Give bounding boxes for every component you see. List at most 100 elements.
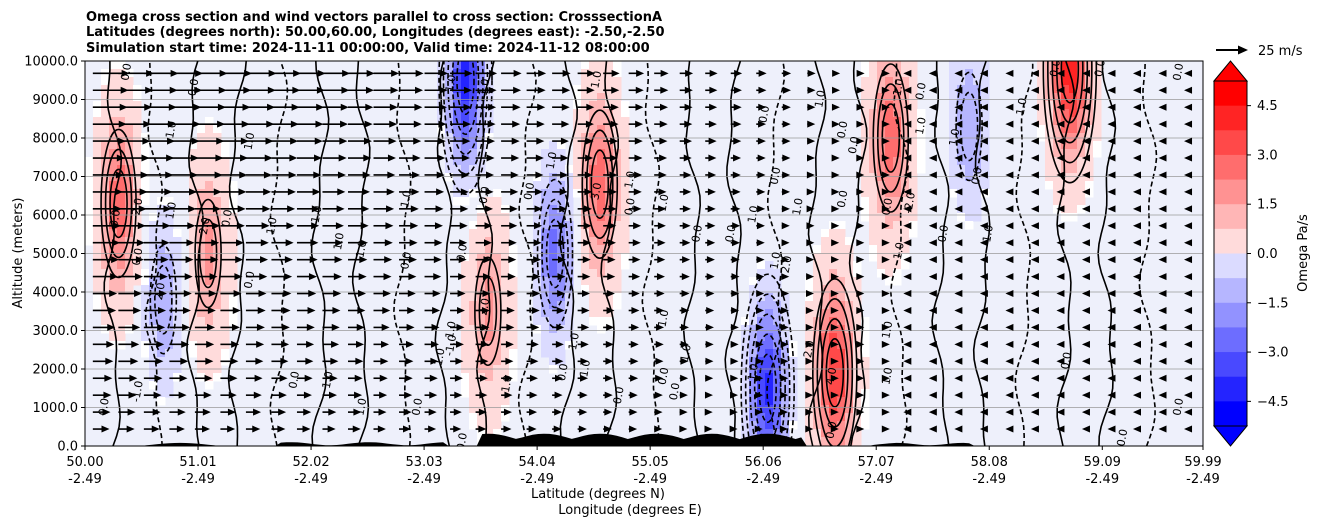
wind-vector-head (537, 86, 546, 94)
omega-cell (501, 261, 510, 270)
omega-cell (861, 165, 870, 174)
wind-vector-head (481, 306, 490, 314)
wind-vector-head (830, 425, 839, 433)
omega-cell (949, 181, 958, 190)
omega-cell (149, 237, 158, 246)
omega-cell (189, 141, 198, 150)
omega-cell (757, 373, 766, 382)
wind-vector-head (1030, 222, 1039, 230)
wind-vector-head (856, 103, 865, 111)
omega-cell (557, 277, 566, 286)
wind-vector-head (1030, 323, 1039, 331)
omega-cell (589, 293, 598, 302)
wind-vector-head (289, 154, 298, 162)
omega-cell (765, 413, 774, 422)
omega-cell (477, 301, 486, 310)
omega-cell (589, 117, 598, 126)
wind-vector-head (605, 357, 614, 365)
omega-cell (917, 149, 926, 158)
wind-vector-head (128, 391, 137, 399)
omega-cell (93, 141, 102, 150)
wind-vector-head (928, 222, 937, 230)
wind-vector-head (277, 425, 286, 433)
wind-vector-head (683, 171, 692, 179)
omega-cell (853, 397, 862, 406)
omega-cell (805, 389, 814, 398)
omega-cell (885, 133, 894, 142)
contour-label: 0.0 (846, 135, 862, 154)
wind-vector-head (316, 103, 325, 111)
positive-contour (1047, 61, 1093, 164)
omega-cell (493, 293, 502, 302)
omega-cell (877, 85, 886, 94)
omega-cell (93, 261, 102, 270)
wind-vector-head (304, 374, 313, 382)
contour-label: 2.0 (779, 255, 795, 274)
omega-cell (901, 157, 910, 166)
omega-cell (565, 245, 574, 254)
wind-vector-head (730, 357, 739, 365)
y-tick-label: 4000.0 (33, 286, 79, 301)
omega-cell (125, 157, 134, 166)
wind-vector-head (135, 256, 144, 264)
wind-vector-head (1056, 188, 1065, 196)
omega-cell (981, 109, 990, 118)
omega-cell (613, 237, 622, 246)
omega-cell (141, 197, 150, 206)
wind-vector-head (317, 69, 326, 77)
wind-vector-head (954, 239, 963, 247)
wind-vector-head (1056, 340, 1065, 348)
omega-cell (749, 317, 758, 326)
omega-cell (141, 133, 150, 142)
omega-cell (213, 197, 222, 206)
omega-cell (781, 397, 790, 406)
omega-cell (965, 189, 974, 198)
wind-vector-head (307, 306, 316, 314)
wind-vector-head (1081, 290, 1090, 298)
omega-cell (133, 245, 142, 254)
wind-vector-head (708, 154, 717, 162)
omega-cell (973, 197, 982, 206)
wind-vector-head (1005, 188, 1014, 196)
omega-cell (149, 277, 158, 286)
omega-cell (1093, 69, 1102, 78)
wind-vector-head (1107, 205, 1116, 213)
wind-vector-head (434, 239, 443, 247)
wind-vector-head (1184, 391, 1193, 399)
omega-cell (541, 317, 550, 326)
wind-vector-head (281, 340, 290, 348)
omega-cell (165, 269, 174, 278)
omega-cell (485, 229, 494, 238)
x-axis-label-line-2: Longitude (degrees E) (558, 503, 702, 518)
omega-cell (781, 309, 790, 318)
wind-vector-head (363, 154, 372, 162)
omega-cell (589, 181, 598, 190)
wind-vector-head (364, 120, 373, 128)
wind-vector-head (979, 69, 988, 77)
wind-vector-head (756, 306, 765, 314)
wind-vector-head (856, 357, 865, 365)
omega-cell (821, 413, 830, 422)
wind-vector-head (707, 188, 716, 196)
omega-cell (157, 237, 166, 246)
contour-label: 1.0 (398, 189, 414, 208)
wind-vector-head (387, 171, 396, 179)
positive-contour (1051, 61, 1089, 144)
omega-cell (541, 333, 550, 342)
omega-cell (125, 101, 134, 110)
omega-cell (877, 133, 886, 142)
omega-cell (565, 237, 574, 246)
omega-cell (85, 157, 94, 166)
omega-cell (493, 277, 502, 286)
omega-cell (117, 133, 126, 142)
omega-cell (837, 421, 846, 430)
wind-vector-head (138, 205, 147, 213)
omega-cell (469, 357, 478, 366)
wind-vector-head (303, 391, 312, 399)
y-tick-label: 2000.0 (33, 363, 79, 378)
omega-cell (1085, 165, 1094, 174)
omega-cell (461, 357, 470, 366)
wind-vector-head (481, 323, 490, 331)
omega-cell (533, 285, 542, 294)
